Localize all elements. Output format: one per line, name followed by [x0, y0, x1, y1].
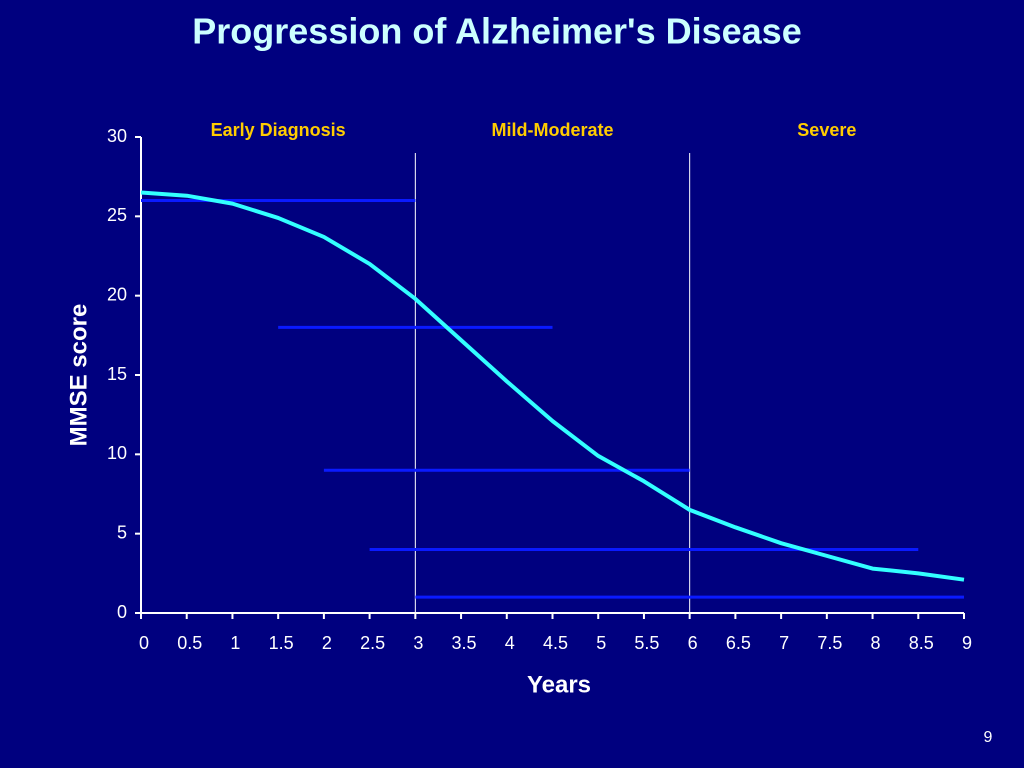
stage-label: Severe	[797, 120, 856, 140]
x-tick-label: 6.5	[726, 633, 751, 653]
y-tick-label: 20	[107, 284, 127, 304]
x-tick-label: 2.5	[360, 633, 385, 653]
y-tick-label: 5	[117, 522, 127, 542]
x-axis-label: Years	[527, 671, 591, 698]
page-number: 9	[984, 729, 993, 746]
mmse-curve	[140, 190, 965, 582]
y-tick-label: 25	[107, 205, 127, 225]
x-tick-label: 8	[871, 633, 881, 653]
x-tick-label: 4.5	[543, 633, 568, 653]
x-tick-label: 0	[139, 633, 149, 653]
x-tick-label: 0.5	[177, 633, 202, 653]
y-tick-label: 0	[117, 602, 127, 622]
stage-label: Early Diagnosis	[211, 120, 346, 140]
y-tick-label: 10	[107, 443, 127, 463]
x-tick-label: 1.5	[269, 633, 294, 653]
x-tick-label: 4	[505, 633, 515, 653]
x-tick-label: 7.5	[817, 633, 842, 653]
x-tick-label: 3.5	[452, 633, 477, 653]
chart-title: Progression of Alzheimer's Disease	[192, 11, 801, 52]
x-tick-label: 9	[962, 633, 972, 653]
x-tick-label: 7	[779, 633, 789, 653]
x-tick-label: 2	[322, 633, 332, 653]
stage-label: Mild-Moderate	[491, 120, 613, 140]
x-tick-label: 1	[230, 633, 240, 653]
y-tick-label: 30	[107, 126, 127, 146]
x-tick-label: 5.5	[634, 633, 659, 653]
y-axis-label: MMSE score	[65, 304, 92, 447]
x-tick-label: 5	[596, 633, 606, 653]
y-tick-label: 15	[107, 364, 127, 384]
x-tick-label: 8.5	[909, 633, 934, 653]
x-tick-label: 6	[688, 633, 698, 653]
x-tick-label: 3	[413, 633, 423, 653]
